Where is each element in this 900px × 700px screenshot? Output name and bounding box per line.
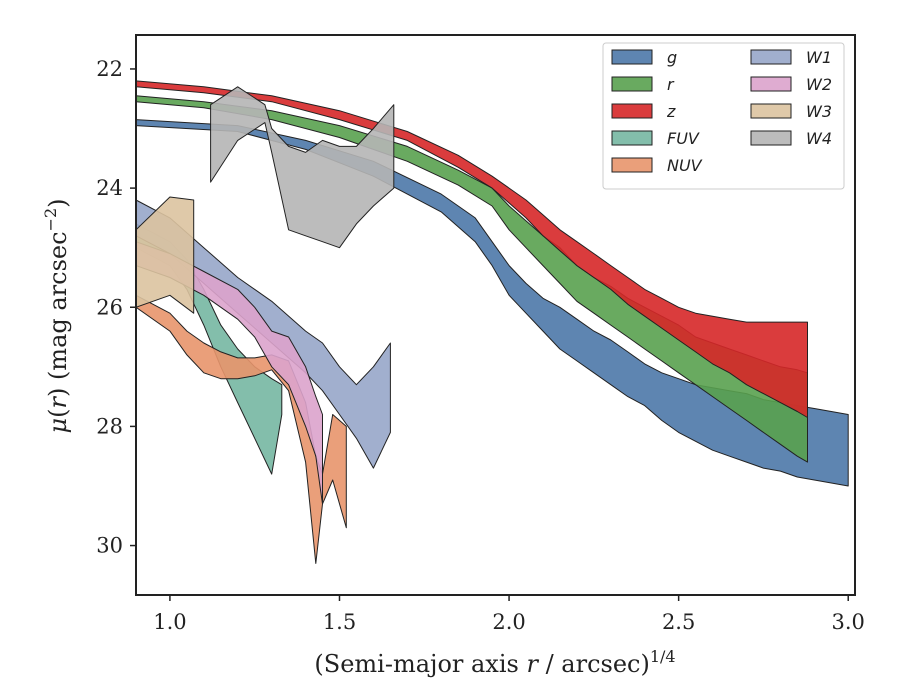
y-tick-label: 30: [96, 534, 123, 558]
legend-swatch-g: [611, 49, 653, 65]
legend-swatch-w4: [750, 130, 792, 146]
x-tick-label: 1.5: [323, 610, 356, 634]
plot-frame: [135, 34, 856, 596]
series-band-z: [136, 80, 808, 418]
legend-label-w1: W1: [806, 48, 832, 67]
legend-label-r: r: [667, 75, 675, 94]
legend-label-w4: W4: [806, 129, 832, 148]
legend-label-w3: W3: [806, 102, 832, 121]
legend-swatch-nuv: [611, 157, 653, 173]
x-tick-label: 3.0: [832, 610, 865, 634]
legend-swatch-w1: [750, 49, 792, 65]
series-band-r: [136, 95, 808, 463]
legend-label-z: z: [666, 102, 676, 121]
series-band-w4: [210, 86, 395, 249]
legend-swatch-w2: [750, 76, 792, 92]
series-band-g: [136, 119, 849, 487]
legend: grz FUV NUV W1 W2 W3 W4: [602, 42, 845, 190]
x-tick-label: 2.5: [662, 610, 695, 634]
legend-label-fuv: FUV: [667, 129, 700, 148]
legend-label-nuv: NUV: [667, 156, 703, 175]
legend-label-w2: W2: [806, 75, 832, 94]
legend-swatch-w3: [750, 103, 792, 119]
axes-layer: 1.0 1.5 2.0 2.5 3.0 22 24 26 28 30: [96, 57, 865, 634]
legend-swatch-r: [611, 76, 653, 92]
series-band-w3: [136, 196, 195, 314]
legend-swatch-z: [611, 103, 653, 119]
x-tick-label: 2.0: [492, 610, 525, 634]
y-tick-label: 22: [96, 57, 123, 81]
x-axis-label: (Semi-major axis r / arcsec)1/4: [314, 647, 675, 678]
legend-label-g: g: [667, 48, 677, 67]
legend-entries: grz FUV NUV W1 W2 W3 W4: [611, 48, 832, 175]
series-band-nuv: [136, 294, 347, 564]
y-tick-label: 24: [96, 176, 123, 200]
y-tick-label: 28: [96, 414, 123, 438]
series-layer: [136, 80, 849, 564]
y-axis-label: μ(r) (mag arcsec−2): [41, 198, 72, 433]
x-tick-label: 1.0: [153, 610, 186, 634]
legend-swatch-fuv: [611, 130, 653, 146]
y-tick-label: 26: [96, 295, 123, 319]
